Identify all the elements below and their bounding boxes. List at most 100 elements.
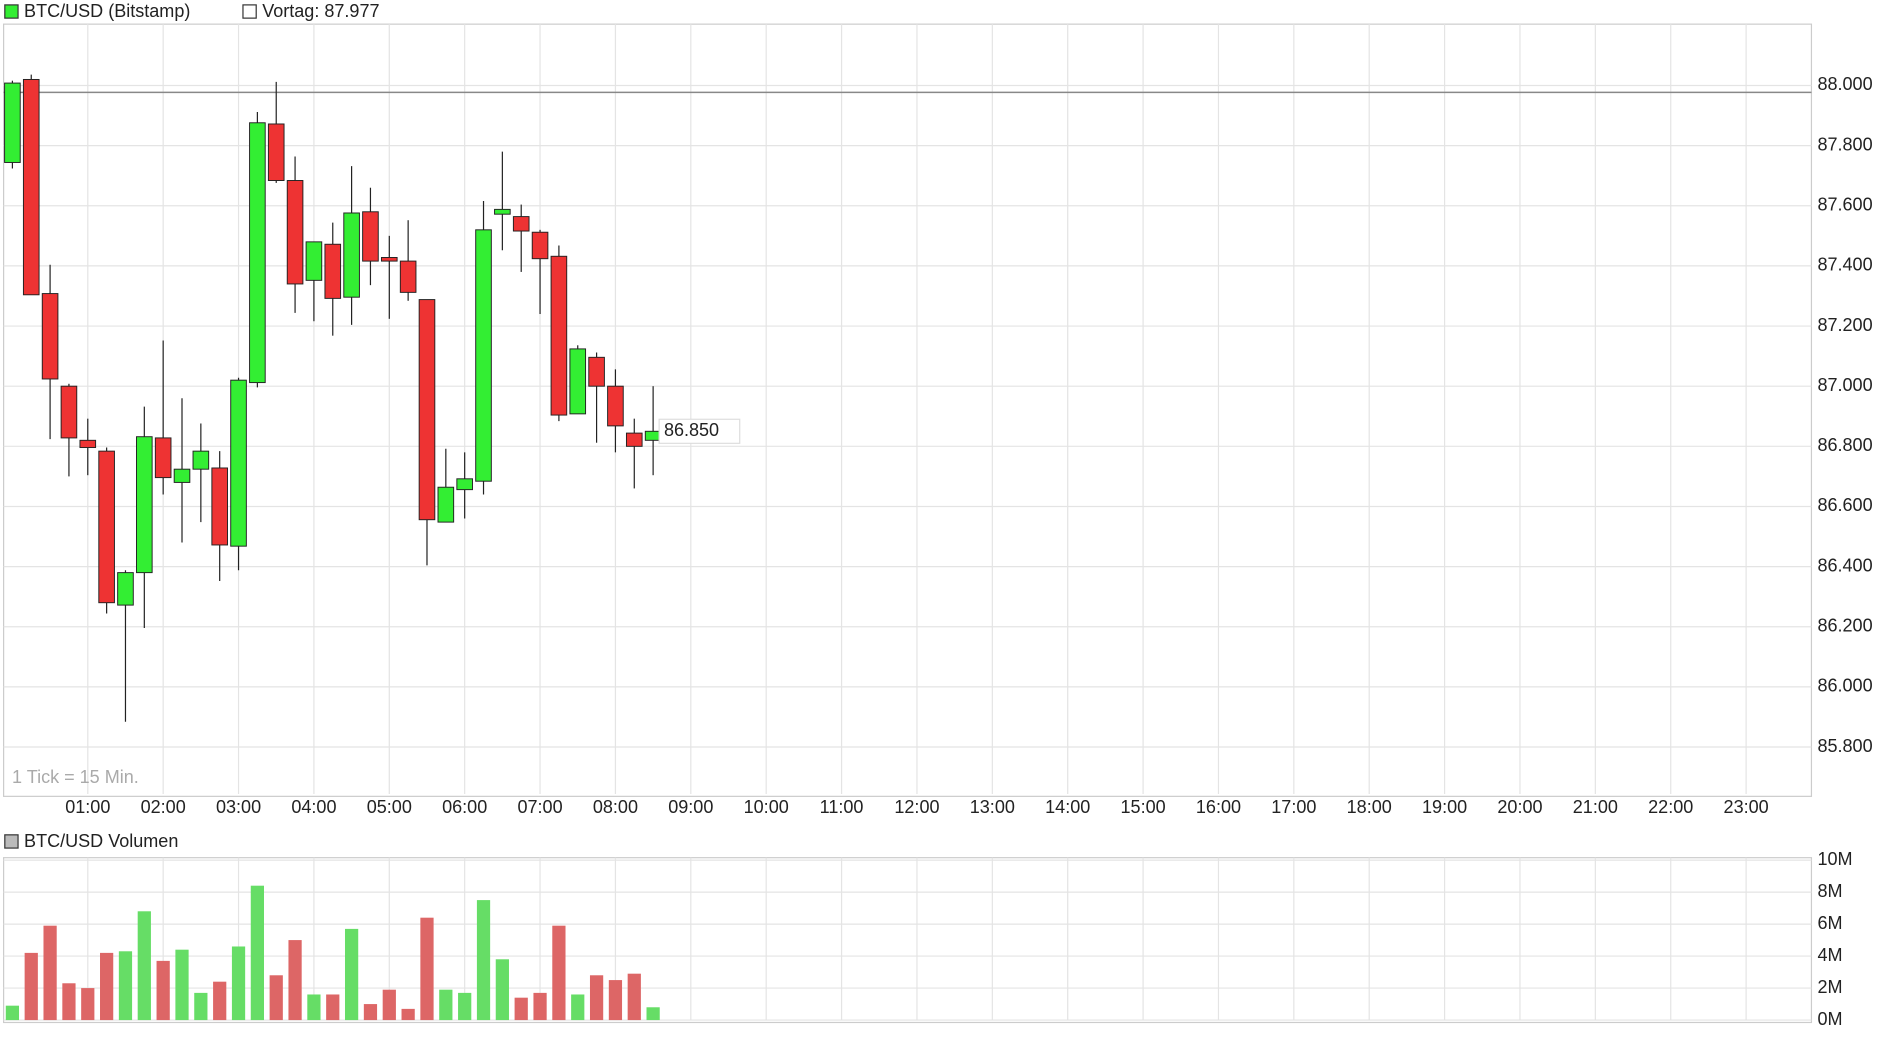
volume-bar [100, 952, 114, 1021]
volume-bar [495, 959, 509, 1021]
volume-bar [231, 946, 246, 1021]
volume-bar [420, 917, 434, 1021]
legend-swatch [4, 834, 19, 849]
y-tick-label: 87.000 [1817, 375, 1872, 395]
x-tick-label: 11:00 [820, 797, 864, 817]
candle-body [4, 82, 21, 163]
candle-body [512, 216, 530, 232]
y-tick-label: 10M [1817, 849, 1852, 869]
y-tick-label: 8M [1817, 881, 1842, 901]
plot-area [3, 23, 1813, 797]
volume-bar [363, 1004, 378, 1021]
volume-bar [175, 949, 189, 1021]
candle-body [531, 231, 549, 260]
volume-bar [5, 1005, 20, 1021]
legend-label: BTC/USD (Bitstamp) [24, 1, 190, 21]
volume-bar [118, 951, 133, 1021]
volume-bar [344, 928, 359, 1021]
candle-body [475, 229, 492, 482]
x-tick-label: 14:00 [1045, 797, 1090, 817]
volume-bar [382, 989, 396, 1021]
legend-swatch [242, 4, 257, 19]
x-tick-label: 19:00 [1422, 797, 1467, 817]
y-tick-label: 2M [1817, 977, 1842, 997]
volume-bar [476, 900, 491, 1021]
y-tick-label: 86.800 [1817, 435, 1872, 455]
candle-body [154, 437, 172, 479]
candle-body [343, 212, 360, 298]
y-tick-label: 86.000 [1817, 676, 1872, 696]
volume-bar [571, 994, 585, 1021]
x-tick-label: 05:00 [367, 797, 412, 817]
y-tick-label: 87.600 [1817, 195, 1872, 215]
x-tick-label: 15:00 [1121, 797, 1166, 817]
annotation: 1 Tick = 15 Min. [12, 767, 139, 787]
y-tick-label: 86.200 [1817, 616, 1872, 636]
x-tick-label: 07:00 [517, 797, 562, 817]
candle-body [173, 468, 191, 483]
volume-bar [627, 973, 641, 1021]
volume-bar [458, 992, 472, 1021]
x-tick-label: 17:00 [1271, 797, 1316, 817]
volume-bar [213, 981, 227, 1021]
x-tick-label: 06:00 [442, 797, 487, 817]
y-tick-label: 86.400 [1817, 555, 1872, 575]
candle-body [550, 255, 568, 416]
candle-body [230, 379, 247, 547]
volume-bar [62, 983, 76, 1021]
x-tick-label: 13:00 [970, 797, 1015, 817]
volume-bar [156, 960, 170, 1021]
plot-area [3, 857, 1813, 1024]
x-tick-label: 20:00 [1497, 797, 1542, 817]
volume-bar [608, 980, 623, 1021]
y-tick-label: 4M [1817, 945, 1842, 965]
candle-body [249, 122, 266, 384]
candle-body [399, 260, 417, 293]
x-tick-label: 16:00 [1196, 797, 1241, 817]
volume-bar [552, 925, 566, 1021]
y-tick-label: 87.200 [1817, 315, 1872, 335]
y-tick-label: 85.800 [1817, 736, 1872, 756]
volume-bar [326, 994, 340, 1021]
candle-body [380, 257, 398, 262]
volume-bar [439, 989, 453, 1021]
volume-bar [533, 992, 547, 1021]
candle-body [362, 211, 379, 262]
volume-bar [24, 952, 38, 1021]
candle-body [324, 243, 342, 299]
candle-body [192, 450, 210, 470]
x-tick-label: 09:00 [668, 797, 713, 817]
x-tick-label: 18:00 [1347, 797, 1392, 817]
x-tick-label: 08:00 [593, 797, 638, 817]
candle-body [136, 436, 153, 574]
x-tick-label: 21:00 [1573, 797, 1618, 817]
x-tick-label: 10:00 [744, 797, 789, 817]
volume-bar [81, 988, 95, 1021]
candle-body [60, 385, 78, 439]
volume-bar [307, 994, 321, 1021]
candle-body [211, 467, 228, 546]
x-tick-label: 02:00 [141, 797, 186, 817]
volume-bar [137, 911, 151, 1021]
candle-body [117, 572, 134, 606]
volume-bar [401, 1008, 415, 1021]
x-tick-label: 22:00 [1648, 797, 1693, 817]
candle-body [267, 123, 285, 181]
volume-bar [288, 940, 302, 1021]
y-tick-label: 87.400 [1817, 255, 1872, 275]
x-tick-label: 12:00 [894, 797, 939, 817]
volume-bar [589, 975, 604, 1021]
candle-body [305, 241, 323, 281]
y-tick-label: 87.800 [1817, 134, 1872, 154]
candle-body [607, 385, 624, 427]
reference-label: Vortag: 87.977 [262, 1, 379, 21]
y-tick-label: 6M [1817, 913, 1842, 933]
candle-body [588, 356, 605, 387]
candle-body [41, 293, 59, 380]
volume-bar [646, 1007, 660, 1021]
y-tick-label: 86.600 [1817, 495, 1872, 515]
x-tick-label: 01:00 [65, 797, 110, 817]
candle-body [98, 450, 115, 604]
